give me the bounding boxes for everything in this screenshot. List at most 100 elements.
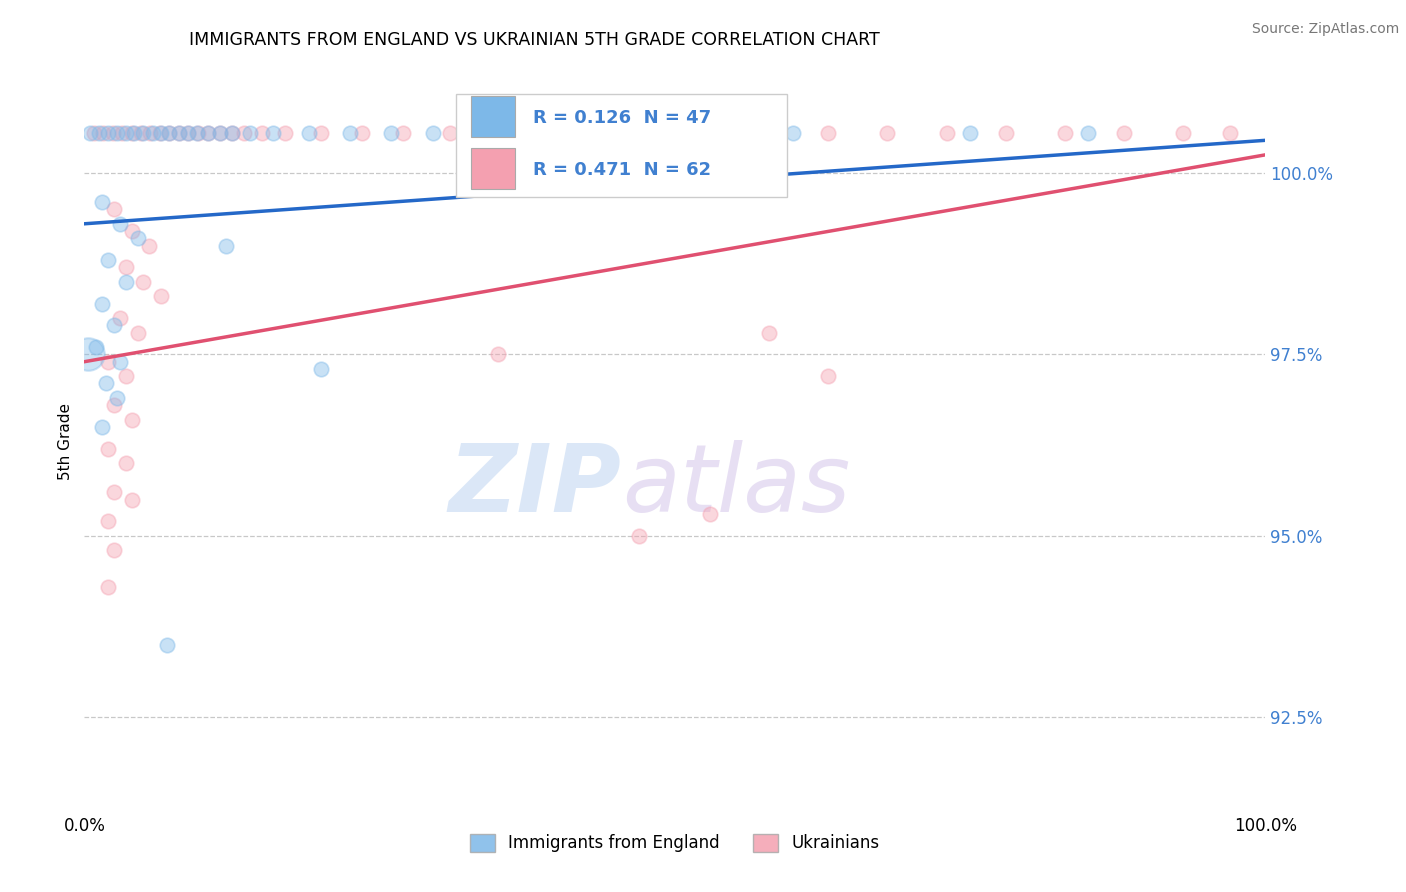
Point xyxy=(97,253,120,268)
Point xyxy=(114,260,136,275)
Point xyxy=(250,126,273,140)
Point xyxy=(628,529,651,543)
Text: atlas: atlas xyxy=(621,441,851,532)
Point xyxy=(101,126,124,140)
Point xyxy=(298,126,321,140)
Text: R = 0.471  N = 62: R = 0.471 N = 62 xyxy=(533,161,711,179)
Point xyxy=(758,326,780,340)
Point xyxy=(149,126,172,140)
Point xyxy=(439,126,461,140)
Point xyxy=(91,194,114,209)
Point xyxy=(87,126,110,140)
Point xyxy=(83,126,105,140)
Bar xyxy=(471,148,516,189)
Point xyxy=(103,398,125,412)
Point xyxy=(91,296,114,310)
Point xyxy=(232,126,254,140)
Point xyxy=(1171,126,1194,140)
Point xyxy=(142,126,165,140)
Point xyxy=(782,126,804,140)
Point xyxy=(221,126,243,140)
Point xyxy=(103,318,125,333)
Point xyxy=(1053,126,1076,140)
Point xyxy=(209,126,232,140)
Point xyxy=(121,492,143,507)
Point xyxy=(167,126,190,140)
Point xyxy=(688,126,710,140)
Text: R = 0.126  N = 47: R = 0.126 N = 47 xyxy=(533,110,711,128)
Point xyxy=(157,126,180,140)
Point xyxy=(150,289,173,303)
Point xyxy=(150,126,173,140)
Point xyxy=(97,580,120,594)
Point xyxy=(108,217,131,231)
Point xyxy=(122,126,145,140)
FancyBboxPatch shape xyxy=(457,94,787,197)
Point xyxy=(747,126,769,140)
Point xyxy=(121,126,143,140)
Point xyxy=(309,362,332,376)
Point xyxy=(132,275,155,289)
Point xyxy=(209,126,232,140)
Text: Source: ZipAtlas.com: Source: ZipAtlas.com xyxy=(1251,22,1399,37)
Point xyxy=(114,456,136,470)
Point xyxy=(79,126,101,140)
Point xyxy=(114,275,136,289)
Point xyxy=(221,126,243,140)
Point xyxy=(132,126,155,140)
Point xyxy=(197,126,219,140)
Text: ZIP: ZIP xyxy=(449,440,621,532)
Point xyxy=(114,126,136,140)
Point xyxy=(97,442,120,456)
Legend: Immigrants from England, Ukrainians: Immigrants from England, Ukrainians xyxy=(464,827,886,859)
Point xyxy=(274,126,297,140)
Point xyxy=(127,231,149,245)
Point xyxy=(186,126,208,140)
Point xyxy=(121,224,143,238)
Point xyxy=(569,126,592,140)
Point xyxy=(139,126,162,140)
Point xyxy=(422,126,444,140)
Point xyxy=(817,369,839,384)
Point xyxy=(177,126,200,140)
Point xyxy=(127,326,149,340)
Bar xyxy=(471,96,516,137)
Point xyxy=(486,347,509,361)
Point xyxy=(108,311,131,326)
Point xyxy=(114,369,136,384)
Point xyxy=(994,126,1017,140)
Point xyxy=(103,543,125,558)
Point xyxy=(239,126,262,140)
Point xyxy=(350,126,373,140)
Point xyxy=(1077,126,1099,140)
Point xyxy=(107,391,129,405)
Point xyxy=(215,238,238,252)
Point xyxy=(309,126,332,140)
Point xyxy=(77,347,100,361)
Point xyxy=(157,126,180,140)
Point xyxy=(699,507,721,521)
Point xyxy=(959,126,981,140)
Point xyxy=(129,126,152,140)
Point xyxy=(97,515,120,529)
Point xyxy=(103,202,125,217)
Point xyxy=(156,638,179,652)
Point xyxy=(935,126,957,140)
Point xyxy=(177,126,200,140)
Point xyxy=(1219,126,1241,140)
Point xyxy=(262,126,284,140)
Point xyxy=(498,126,520,140)
Point xyxy=(91,126,114,140)
Point xyxy=(1112,126,1135,140)
Point xyxy=(84,340,107,354)
Point xyxy=(167,126,190,140)
Point xyxy=(138,238,160,252)
Point xyxy=(187,126,209,140)
Point xyxy=(108,354,131,368)
Point xyxy=(380,126,402,140)
Point xyxy=(197,126,219,140)
Point xyxy=(392,126,415,140)
Point xyxy=(817,126,839,140)
Point xyxy=(876,126,898,140)
Point xyxy=(103,485,125,500)
